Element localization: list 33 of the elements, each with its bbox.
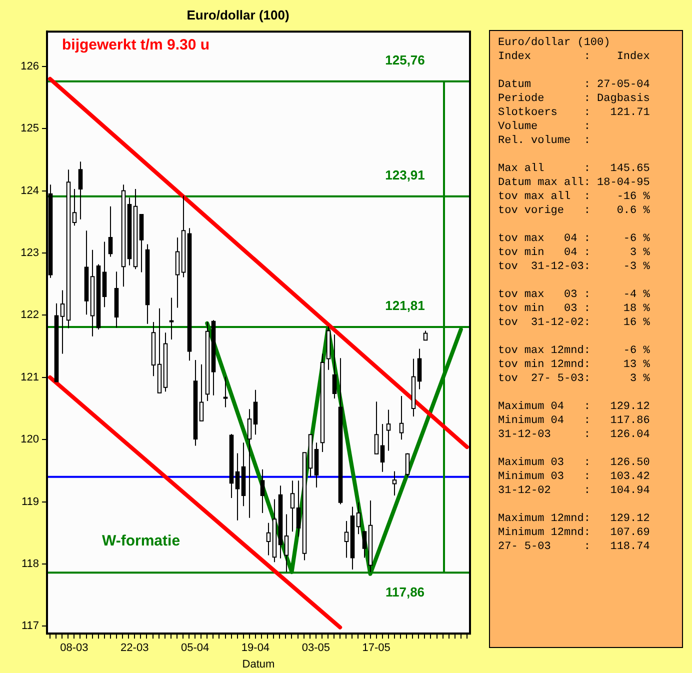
y-tick-label: 118: [21, 558, 39, 570]
y-tick-label: 126: [20, 60, 39, 72]
text: Max all : 145.65 Datum max all: 18-04-95 tov max all : -16 % tov vorige : 0.6 %: [498, 162, 651, 218]
y-tick-label: 119: [21, 496, 39, 508]
x-tick-label: 03-05: [302, 642, 330, 654]
y-tick-label: 121: [20, 371, 39, 384]
text: Maximum 12mnd: 129.12 Minimum 12mnd: 107.69 27- 5-03 : 118.74: [498, 512, 651, 554]
y-tick-label: 122: [20, 309, 39, 322]
y-tick-label: 124: [20, 184, 39, 197]
x-tick-label: 19-04: [241, 642, 270, 654]
x-tick-label: 17-05: [362, 642, 390, 654]
x-axis-title: Datum: [242, 658, 275, 670]
text: Maximum 03 : 126.50 Minimum 03 : 103.42 31-12-02 : 104.94: [498, 456, 651, 498]
annotation: W-formatie: [102, 532, 180, 550]
ref-line-label: 125,76: [385, 52, 425, 68]
ref-line-label: 117,86: [385, 584, 425, 600]
y-tick-label: 125: [20, 122, 39, 135]
annotation: bijgewerkt t/m 9.30 u: [62, 36, 210, 54]
text: tov max 03 : -4 % tov min 03 : 18 % tov 31-12-02: 16 %: [498, 288, 651, 330]
text: Euro/dollar (100) Index : Index: [498, 36, 651, 64]
y-tick-label: 120: [20, 434, 39, 446]
ref-line-label: 123,91: [385, 167, 425, 182]
x-tick-label: 22-03: [120, 642, 149, 654]
y-tick-label: 117: [21, 620, 39, 632]
x-tick-label: 08-03: [60, 642, 88, 654]
x-tick-label: 05-04: [180, 642, 210, 654]
text: tov max 04 : -6 % tov min 04 : 3 % tov 31-12-03: -3 %: [498, 232, 651, 274]
ref-line-label: 121,81: [385, 298, 425, 314]
text: Datum : 27-05-04 Periode : Dagbasis Slotkoers : 121.71 Volume : Rel. volume :: [498, 78, 651, 148]
text: Maximum 04 : 129.12 Minimum 04 : 117.86 31-12-03 : 126.04: [498, 400, 651, 442]
y-tick-label: 123: [20, 247, 39, 260]
chart-title: Euro/dollar (100): [186, 7, 290, 22]
text: tov max 12mnd: -6 % tov min 12mnd: 13 % tov 27- 5-03: 3 %: [498, 344, 651, 386]
